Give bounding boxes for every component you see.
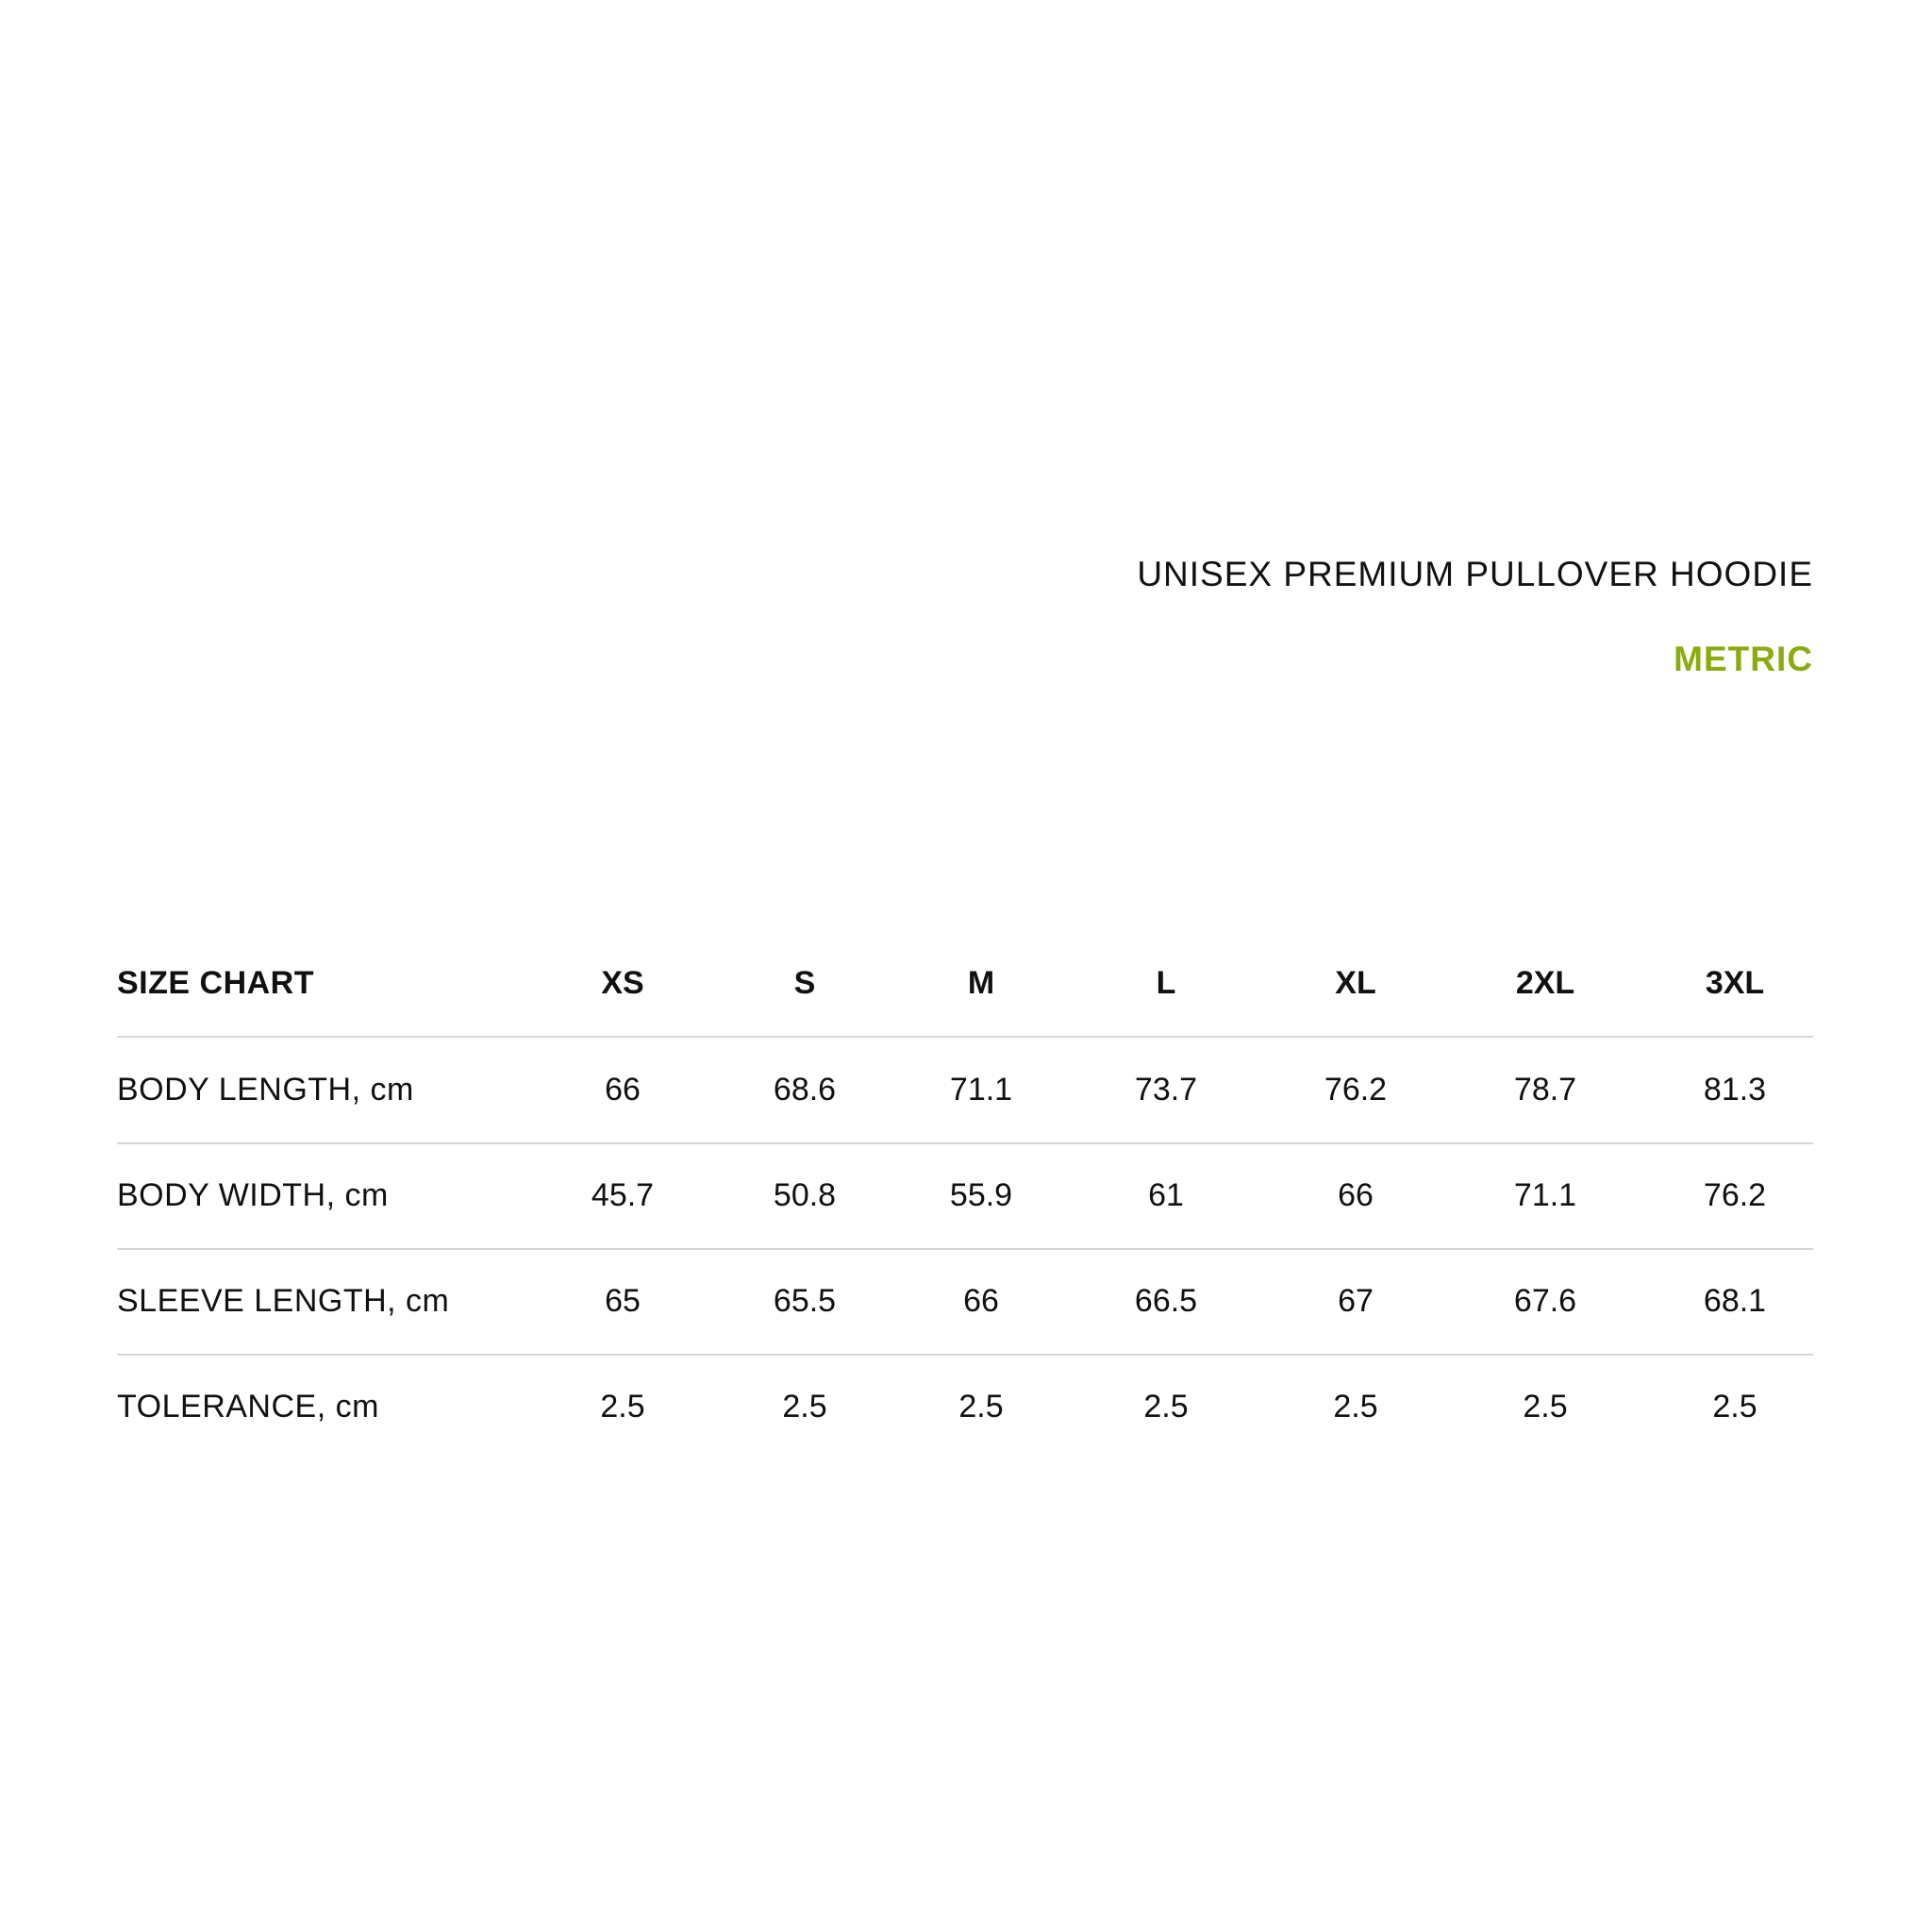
unit-system-label: METRIC [1674,640,1813,678]
measurement-value: 76.2 [1324,1072,1388,1108]
measurement-value: 2.5 [782,1389,827,1424]
measurement-value: 78.7 [1513,1072,1577,1108]
measurement-value: 66 [963,1283,999,1319]
measurement-value: 67.6 [1513,1283,1577,1319]
measurement-value: 2.5 [1333,1389,1378,1424]
measurement-value: 55.9 [949,1177,1013,1213]
measurement-value: 66 [605,1072,641,1108]
measurement-value: 66 [1338,1177,1374,1213]
table-header-row: SIZE CHART XS S M L XL 2XL 3XL [117,930,1813,1038]
measurement-value: 73.7 [1134,1072,1198,1108]
measurement-value: 65 [605,1283,641,1319]
header-size: 2XL [1515,965,1575,1001]
row-label: BODY WIDTH, cm [117,1177,389,1213]
table-row: BODY WIDTH, cm 45.7 50.8 55.9 61 66 71.1 76.2 [117,1142,1813,1250]
measurement-value: 2.5 [958,1389,1004,1424]
table-row: TOLERANCE, cm 2.5 2.5 2.5 2.5 2.5 2.5 2.5 [117,1354,1813,1459]
measurement-value: 76.2 [1703,1177,1767,1213]
measurement-value: 68.1 [1703,1283,1767,1319]
header-size-chart: SIZE CHART [117,965,314,1001]
header-size: 3XL [1705,965,1765,1001]
measurement-value: 2.5 [1523,1389,1568,1424]
header-size: XL [1335,965,1376,1001]
header-size: M [967,965,995,1001]
measurement-value: 50.8 [773,1177,837,1213]
measurement-value: 81.3 [1703,1072,1767,1108]
measurement-value: 67 [1338,1283,1374,1319]
row-label: TOLERANCE, cm [117,1389,379,1424]
measurement-value: 2.5 [1712,1389,1757,1424]
measurement-value: 68.6 [773,1072,837,1108]
row-label: BODY LENGTH, cm [117,1072,414,1108]
header-size: L [1156,965,1176,1001]
measurement-value: 65.5 [773,1283,837,1319]
measurement-value: 71.1 [1513,1177,1577,1213]
row-label: SLEEVE LENGTH, cm [117,1283,450,1319]
table-row: BODY LENGTH, cm 66 68.6 71.1 73.7 76.2 78.7 81.… [117,1037,1813,1144]
measurement-value: 66.5 [1134,1283,1198,1319]
measurement-value: 2.5 [1143,1389,1189,1424]
measurement-value: 71.1 [949,1072,1013,1108]
measurement-value: 45.7 [591,1177,655,1213]
measurement-value: 2.5 [600,1389,645,1424]
header-size: XS [601,965,644,1001]
table-row: SLEEVE LENGTH, cm 65 65.5 66 66.5 67 67.6 68.1 [117,1248,1813,1356]
header-size: S [793,965,816,1001]
measurement-value: 61 [1148,1177,1184,1213]
product-title: UNISEX PREMIUM PULLOVER HOODIE [1137,555,1813,593]
